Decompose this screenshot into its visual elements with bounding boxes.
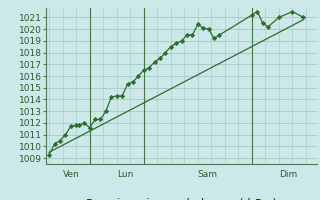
Text: Dim: Dim	[279, 170, 297, 179]
Text: Sam: Sam	[198, 170, 218, 179]
Text: Pression niveau de la mer( hPa ): Pression niveau de la mer( hPa )	[86, 198, 277, 200]
Text: Lun: Lun	[117, 170, 133, 179]
Text: Ven: Ven	[63, 170, 79, 179]
